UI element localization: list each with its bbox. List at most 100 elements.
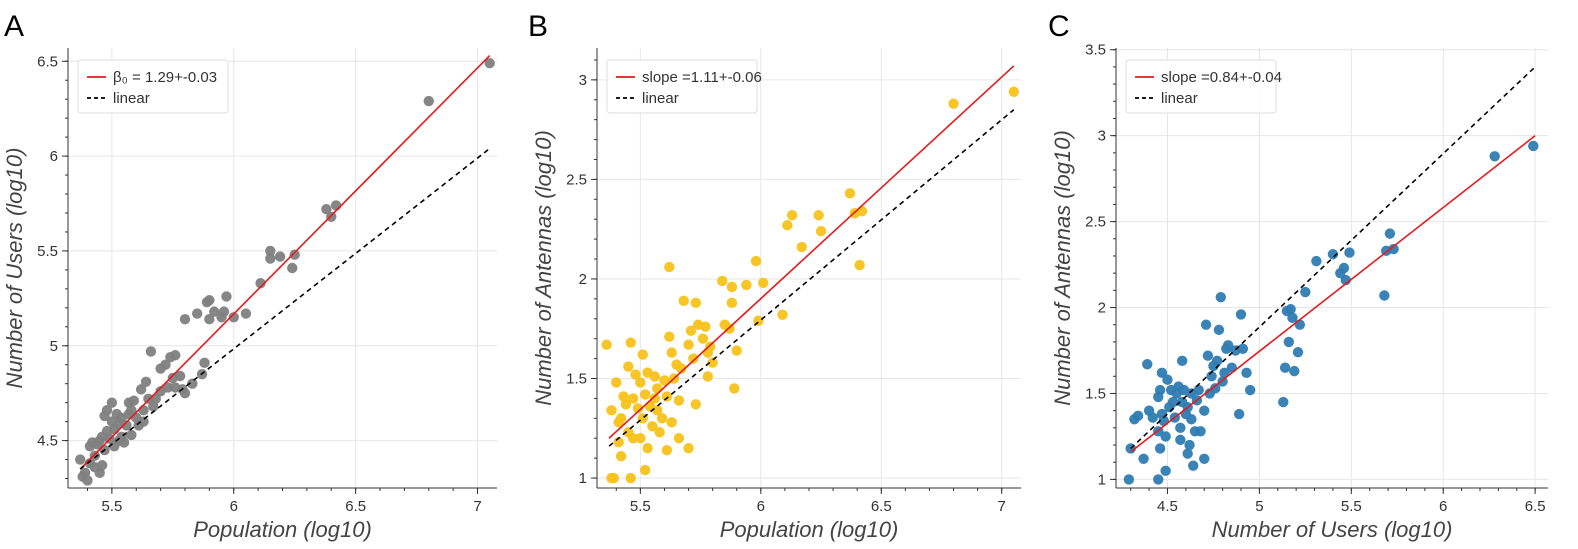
scatter-series [74,57,495,486]
legend: β₀ = 1.29+-0.03 linear [77,59,229,114]
data-point [240,308,252,319]
legend: slope =1.11+-0.06 linear [606,59,762,114]
x-axis-label: Population (log10) [193,517,372,542]
data-point [786,210,798,221]
data-point [265,245,276,257]
data-point [731,345,742,356]
data-point [639,389,651,400]
y-tick-label: 3 [579,72,587,89]
data-point [627,393,639,404]
data-point [1138,453,1149,464]
data-point [724,323,735,334]
fit-line [79,55,491,470]
data-point [611,377,622,388]
data-point [606,405,617,416]
x-tick-label: 6 [757,498,765,515]
data-point [666,417,677,428]
data-point [1327,249,1339,260]
data-point [1384,228,1396,239]
data-point [854,259,865,271]
x-axis-label: Number of Users (log10) [1212,517,1453,542]
data-point [700,321,711,332]
data-point [126,405,137,416]
panel-a: A 5.5 6 6.5 7 4.5 5 5.5 6 6.5 Population (log10) Nu… [2,10,497,542]
data-point [138,416,149,427]
panel-letter: A [4,10,24,43]
data-point [118,437,130,448]
data-point [1142,359,1153,370]
data-point [844,188,856,199]
data-point [218,306,230,317]
data-point [1147,412,1158,423]
y-axis-label: Number of Antennas (log10) [531,130,556,406]
data-point [652,405,663,416]
data-point [615,413,627,424]
x-tick-label: 6.5 [871,498,892,515]
data-point [625,337,636,348]
fit-line [608,65,1015,439]
data-point [1283,336,1295,348]
data-point [265,253,276,264]
data-point [666,347,677,358]
panel-c: C 4.5 5 5.5 6 6.5 1 1.5 2 2.5 3 3.5 Number of Users … [1048,10,1548,542]
data-point [1237,343,1249,354]
legend-linear-label: linear [642,90,679,107]
data-point [702,371,714,382]
data-point [162,382,174,393]
data-point [1199,405,1210,416]
legend-box [1125,59,1277,114]
data-point [654,427,665,438]
data-point [627,433,639,444]
y-tick-label: 3 [1098,128,1106,145]
data-point [796,241,807,253]
data-point [1162,374,1173,385]
data-point [187,378,198,389]
data-point [191,308,203,319]
y-tick-label: 5.5 [37,243,58,260]
data-point [664,331,675,342]
y-tick-label: 1.5 [1085,385,1106,402]
data-point [1219,367,1230,379]
data-point [618,391,629,402]
data-point [683,339,694,350]
data-point [326,211,337,222]
data-point [89,450,101,461]
data-point [126,429,137,441]
data-point [1175,434,1186,446]
linear-reference-line [1130,66,1536,450]
x-tick-label: 5.5 [1341,498,1362,515]
y-tick-label: 6 [50,148,58,165]
data-point [1213,324,1225,336]
data-point [1244,384,1256,396]
data-point [209,306,220,317]
x-tick-label: 5 [1255,498,1263,515]
y-tick-label: 2 [1098,300,1106,317]
data-point [1215,292,1226,303]
legend-box [606,59,758,114]
data-point [615,450,627,462]
legend-box [77,59,229,114]
legend: slope =0.84+-0.04 linear [1125,59,1282,114]
x-axis-label: Population (log10) [720,517,899,542]
y-tick-label: 3.5 [1085,42,1106,59]
data-point [143,393,154,405]
data-point [741,279,752,291]
data-point [82,475,93,486]
data-point [620,399,632,410]
data-point [1154,443,1166,454]
data-point [140,376,152,387]
x-tick-label: 6 [230,498,238,515]
data-point [661,391,673,402]
data-point [642,442,653,454]
data-point [484,57,495,69]
data-point [204,295,215,306]
data-point [1195,426,1206,437]
data-point [635,377,646,388]
data-point [135,384,147,395]
data-point [1160,465,1171,477]
linear-reference-line [608,109,1015,447]
data-point [697,333,709,344]
legend-fit-label: β₀ = 1.29+-0.03 [113,69,217,86]
data-point [1287,312,1298,324]
data-point [1132,410,1144,422]
